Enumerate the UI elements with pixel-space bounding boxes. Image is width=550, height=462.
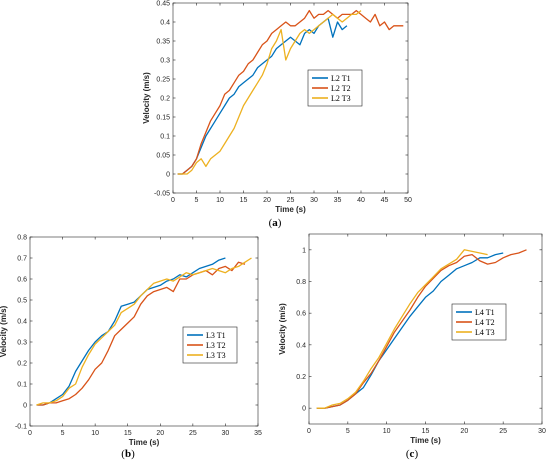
x-axis-label: Time (s) xyxy=(410,436,441,445)
y-tick-label: 0.7 xyxy=(17,256,27,263)
x-tick-label: 15 xyxy=(124,430,132,437)
x-tick-label: 10 xyxy=(383,428,391,435)
y-tick-label: 0.2 xyxy=(17,361,27,368)
series-line-l2-t3 xyxy=(177,10,362,175)
y-tick-label: 0.6 xyxy=(17,277,27,284)
x-tick-label: 45 xyxy=(381,197,389,204)
y-tick-label: 0.35 xyxy=(156,39,170,46)
x-tick-label: 30 xyxy=(310,197,318,204)
y-tick-label: 0.05 xyxy=(156,153,170,160)
y-tick-label: 0 xyxy=(166,172,170,179)
y-tick-label: 0 xyxy=(302,406,306,413)
x-tick-label: 25 xyxy=(189,430,197,437)
x-tick-label: 10 xyxy=(216,197,224,204)
x-tick-label: 0 xyxy=(307,428,311,435)
legend-label: L4 T3 xyxy=(475,328,495,337)
legend-label: L3 T2 xyxy=(206,341,226,350)
y-tick-label: 0.8 xyxy=(296,279,306,286)
y-axis-label: Velocity (m/s) xyxy=(0,305,8,357)
panel-caption: (a) xyxy=(269,217,282,229)
panel-caption: (b) xyxy=(121,448,135,460)
caption-letter: b xyxy=(125,448,131,460)
y-tick-label: 0.3 xyxy=(17,340,27,347)
y-tick-label: 1 xyxy=(302,247,306,254)
x-tick-label: 20 xyxy=(460,428,468,435)
x-tick-label: 25 xyxy=(287,197,295,204)
x-tick-label: 20 xyxy=(156,430,164,437)
x-tick-label: 0 xyxy=(28,430,32,437)
y-tick-label: 0.8 xyxy=(17,235,27,242)
x-axis-label: Time (s) xyxy=(275,205,306,214)
series-line-l3-t3 xyxy=(36,257,252,406)
y-tick-label: 0.4 xyxy=(17,319,27,326)
y-axis-label: Velocity (m/s) xyxy=(142,72,151,124)
x-tick-label: 30 xyxy=(222,430,230,437)
x-tick-label: 50 xyxy=(404,197,412,204)
legend-label: L3 T1 xyxy=(206,331,226,340)
legend-label: L3 T3 xyxy=(206,351,226,360)
series-line-l3-t1 xyxy=(36,257,226,406)
series-line-l3-t2 xyxy=(36,261,246,406)
x-tick-label: 5 xyxy=(195,197,199,204)
axes-frame xyxy=(308,233,543,425)
x-tick-label: 5 xyxy=(346,428,350,435)
x-tick-label: 40 xyxy=(357,197,365,204)
legend-label: L2 T1 xyxy=(331,74,351,83)
caption-open: ( xyxy=(269,217,273,229)
y-tick-label: 0.1 xyxy=(17,382,27,389)
series-line-l2-t2 xyxy=(177,9,404,175)
x-tick-label: 35 xyxy=(334,197,342,204)
y-tick-label: 0.4 xyxy=(160,20,170,27)
caption-open: ( xyxy=(406,448,410,460)
y-tick-label: 0.5 xyxy=(17,298,27,305)
y-tick-label: 0.4 xyxy=(296,342,306,349)
y-tick-label: 0 xyxy=(23,403,27,410)
y-tick-label: -0.1 xyxy=(15,424,27,431)
panel-c: 0 5 10 15 20 25 30 0 0.2 0.4 0.6 0.8 1 Time (s) Veloci… xyxy=(278,233,546,460)
x-tick-label: 15 xyxy=(422,428,430,435)
y-tick-label: 0.25 xyxy=(156,77,170,84)
x-tick-label: 0 xyxy=(171,197,175,204)
caption-close: ) xyxy=(278,217,282,229)
y-tick-label: 0.6 xyxy=(296,311,306,318)
y-axis-label: Velocity (m/s) xyxy=(278,303,287,355)
caption-close: ) xyxy=(414,448,418,460)
x-tick-label: 20 xyxy=(263,197,271,204)
panel-caption: (c) xyxy=(406,448,419,460)
x-tick-label: 25 xyxy=(499,428,507,435)
x-tick-label: 30 xyxy=(538,428,546,435)
axes-frame xyxy=(172,2,409,194)
x-tick-label: 15 xyxy=(240,197,248,204)
caption-letter: c xyxy=(410,448,415,460)
x-tick-label: 5 xyxy=(61,430,65,437)
legend-label: L4 T1 xyxy=(475,308,495,317)
x-axis-label: Time (s) xyxy=(129,438,160,447)
legend-label: L2 T2 xyxy=(331,84,351,93)
x-tick-label: 10 xyxy=(91,430,99,437)
legend-label: L4 T2 xyxy=(475,318,495,327)
panel-b: 0 5 10 15 20 25 30 35-0.100.10.20.30.40.50.60.7… xyxy=(0,235,262,461)
x-tick-label: 35 xyxy=(254,430,262,437)
panel-a: 0 5 10 15 20 25 30 35 40 45 50-0.0500.050.10.150.2… xyxy=(142,1,412,230)
y-tick-label: 0.2 xyxy=(296,374,306,381)
series-line-l4-t3 xyxy=(316,249,488,409)
caption-close: ) xyxy=(131,448,135,460)
axes-frame xyxy=(29,236,259,427)
y-tick-label: 0.15 xyxy=(156,115,170,122)
caption-letter: a xyxy=(272,217,278,229)
caption-open: ( xyxy=(121,448,125,460)
legend-label: L2 T3 xyxy=(331,94,351,103)
y-tick-label: 0.45 xyxy=(156,1,170,8)
y-tick-label: 0.2 xyxy=(160,96,170,103)
y-tick-label: 0.3 xyxy=(160,58,170,65)
series-line-l4-t2 xyxy=(316,249,527,409)
y-tick-label: -0.05 xyxy=(154,191,170,198)
y-tick-label: 0.1 xyxy=(160,134,170,141)
